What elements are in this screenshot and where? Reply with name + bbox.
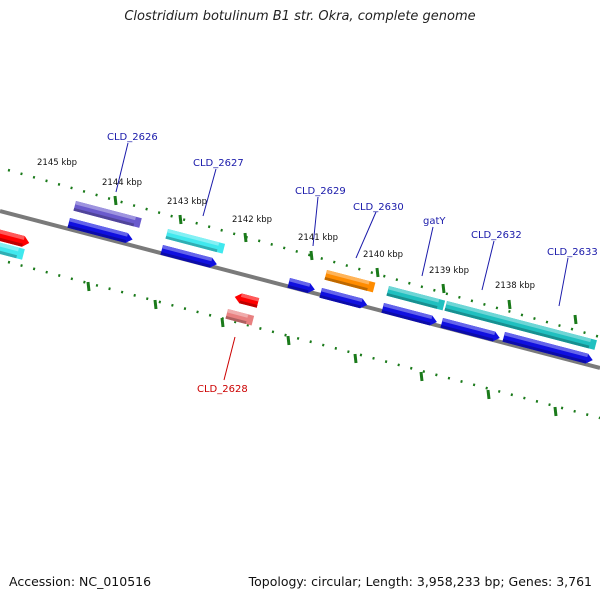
gene-cld-2627 — [165, 229, 226, 254]
major-tick-6 — [507, 299, 512, 310]
inner-major-tick-6 — [486, 389, 491, 400]
gene-cld-2632-2633-highlight — [446, 301, 592, 343]
cds-gaty-highlight — [383, 303, 433, 320]
gene-cld-2628-shadow — [239, 300, 258, 308]
cds-cld-2628 — [225, 309, 255, 326]
cds-cld-2630-shadow — [319, 294, 361, 309]
gene-cld-2632-2633 — [444, 301, 597, 350]
gene-cld-2630 — [324, 270, 376, 293]
gene-cld-2626-shadow — [73, 207, 135, 227]
gene-gaty — [386, 286, 446, 311]
gene-block-cyan-left-body — [0, 240, 25, 260]
inner-major-tick-4 — [353, 353, 358, 364]
gene-label-cld-2630[interactable]: CLD_2630 — [353, 202, 404, 213]
cds-cld-2628-highlight — [227, 309, 249, 318]
gene-cld-2628-highlight — [240, 293, 260, 302]
gene-label-cld-2628[interactable]: CLD_2628 — [197, 384, 248, 395]
gene-cld-2628 — [234, 293, 260, 308]
cds-cld-2627-shadow — [160, 251, 211, 268]
gene-cld-2626-highlight — [75, 201, 136, 221]
label-leaders — [115, 142, 569, 381]
cds-cld-2632-highlight — [442, 318, 496, 336]
cds-cld-2627-highlight — [162, 245, 213, 262]
leader-line-6 — [558, 257, 569, 307]
inner-major-tick-0 — [86, 281, 91, 292]
leader-line-1 — [202, 168, 217, 217]
cds-cld-2633 — [502, 332, 593, 364]
genome-map[interactable]: 2145 kbp 2144 kbp 2143 kbp 2142 kbp 2141… — [0, 0, 600, 520]
major-tick-7 — [573, 314, 578, 325]
gene-cld-2630-highlight — [326, 270, 370, 285]
cds-cld-2627 — [160, 245, 217, 268]
tick-label-2142: 2142 kbp — [232, 215, 272, 225]
gene-cld-2627-shadow — [165, 235, 218, 253]
major-tick-0 — [113, 195, 118, 206]
gene-block-cyan-left-highlight — [0, 240, 20, 252]
gene-label-cld-2627[interactable]: CLD_2627 — [193, 158, 244, 169]
major-tick-2 — [243, 232, 248, 243]
tick-label-2140: 2140 kbp — [363, 250, 403, 260]
cds-cld-2629 — [287, 278, 315, 293]
cds-cld-2628-shadow — [225, 315, 247, 324]
gene-block-red-left-body — [0, 227, 30, 247]
cds-cld-2632-shadow — [440, 324, 494, 342]
leader-line-3 — [355, 211, 377, 259]
gene-features — [0, 201, 597, 364]
gene-block-cyan-left-shadow — [0, 247, 18, 259]
tick-label-2144: 2144 kbp — [102, 178, 142, 188]
cds-cld-2629-highlight — [289, 278, 311, 287]
major-tick-4 — [375, 267, 380, 278]
gene-gaty-shadow — [386, 292, 438, 309]
gene-cld-2630-shadow — [324, 276, 368, 291]
cds-cld-2626 — [67, 218, 133, 243]
gene-cld-2627-highlight — [167, 229, 220, 246]
gene-block-red-left-shadow — [0, 234, 23, 247]
gene-label-cld-2632[interactable]: CLD_2632 — [471, 230, 522, 241]
cds-cld-2632 — [440, 318, 500, 342]
tick-label-2141: 2141 kbp — [298, 233, 338, 243]
gene-cld-2626 — [73, 201, 142, 228]
inner-major-tick-1 — [153, 299, 158, 310]
cds-cld-2629-shadow — [287, 284, 309, 293]
cds-cld-2630 — [319, 288, 368, 309]
topology-text: Topology: circular; Length: 3,958,233 bp… — [248, 574, 592, 589]
gene-block-red-left — [0, 227, 30, 247]
major-tick-3 — [309, 250, 314, 261]
map-title: Clostridium botulinum B1 str. Okra, comp… — [124, 9, 476, 24]
cds-cld-2626-highlight — [69, 218, 129, 237]
tick-label-2139: 2139 kbp — [429, 266, 469, 276]
inner-major-tick-7 — [553, 406, 558, 417]
tick-label-2145: 2145 kbp — [37, 158, 77, 168]
cds-gaty — [381, 303, 437, 326]
gene-label-cld-2629[interactable]: CLD_2629 — [295, 186, 346, 197]
leader-line-4 — [421, 226, 434, 277]
leader-line-0 — [115, 142, 129, 193]
gene-label-cld-2633[interactable]: CLD_2633 — [547, 247, 598, 258]
cds-cld-2630-highlight — [321, 288, 363, 303]
inner-major-tick-5 — [419, 371, 424, 382]
major-tick-5 — [441, 283, 446, 294]
gene-block-cyan-left — [0, 240, 25, 260]
cds-cld-2633-shadow — [502, 338, 587, 364]
gene-label-gaty[interactable]: gatY — [423, 216, 446, 227]
major-tick-1 — [178, 214, 183, 225]
major-ticks — [86, 195, 578, 417]
leader-line-7 — [223, 336, 236, 381]
cds-cld-2633-highlight — [504, 332, 589, 358]
cds-cld-2626-shadow — [67, 224, 127, 243]
leader-line-2 — [312, 196, 319, 247]
inner-major-tick-2 — [220, 317, 225, 328]
inner-major-tick-3 — [286, 335, 291, 346]
cds-gaty-shadow — [381, 309, 431, 326]
gene-block-red-left-highlight — [0, 227, 25, 240]
leader-line-5 — [481, 240, 495, 291]
accession-text: Accession: NC_010516 — [9, 574, 152, 589]
gene-label-cld-2626[interactable]: CLD_2626 — [107, 132, 158, 143]
tick-label-2143: 2143 kbp — [167, 197, 207, 207]
gene-gaty-highlight — [388, 286, 440, 303]
tick-label-2138: 2138 kbp — [495, 281, 535, 291]
gene-cld-2632-2633-shadow — [444, 307, 590, 349]
